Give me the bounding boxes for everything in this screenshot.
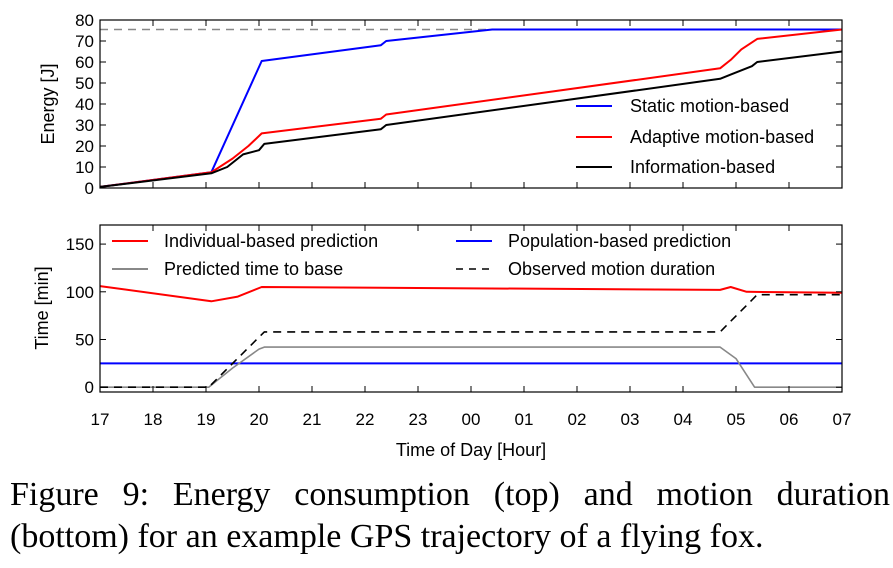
x-tick-label: 07 <box>833 410 852 429</box>
x-tick-label: 17 <box>91 410 110 429</box>
legend-label-individual: Individual-based prediction <box>164 231 378 251</box>
energy-x-ticks <box>99 20 843 188</box>
energy-y-axis-label: Energy [J] <box>38 63 58 144</box>
energy-y-tick-label: 80 <box>75 11 94 30</box>
legend-label-population: Population-based prediction <box>508 231 731 251</box>
x-tick-label: 22 <box>356 410 375 429</box>
legend-label-static: Static motion-based <box>630 96 789 116</box>
motion-series-observed-motion-duration <box>100 293 842 389</box>
motion-duration-chart: 0 50 100 150 17 18 19 20 21 22 23 00 01 02 03 04 05 06 07… <box>32 224 852 460</box>
legend-label-adaptive: Adaptive motion-based <box>630 127 814 147</box>
energy-chart: 0 10 20 30 40 50 60 70 80 Energy [J] Static moti… <box>38 11 843 198</box>
figure-caption: Figure 9: Energy consumption (top) and m… <box>10 474 890 558</box>
caption-line-2: (bottom) for an example GPS trajectory o… <box>10 518 764 555</box>
motion-series-individual-based-prediction <box>99 285 843 303</box>
motion-y-tick-label: 50 <box>75 331 94 350</box>
energy-series-information-based <box>99 50 843 188</box>
motion-y-tick-label: 0 <box>85 378 94 397</box>
x-tick-label: 18 <box>144 410 163 429</box>
motion-x-ticks: 17 18 19 20 21 22 23 00 01 02 03 04 05 06 07 <box>91 225 852 429</box>
x-axis-label: Time of Day [Hour] <box>396 440 546 460</box>
motion-y-axis-label: Time [min] <box>32 266 52 349</box>
motion-legend: Individual-based prediction Population-b… <box>112 231 731 279</box>
x-tick-label: 00 <box>462 410 481 429</box>
x-tick-label: 02 <box>568 410 587 429</box>
legend-label-information: Information-based <box>630 157 775 177</box>
energy-y-tick-label: 60 <box>75 53 94 72</box>
caption-line-1: Figure 9: Energy consumption (top) and m… <box>10 476 890 513</box>
energy-series-group <box>99 28 843 188</box>
x-tick-label: 19 <box>197 410 216 429</box>
legend-label-observed: Observed motion duration <box>508 259 715 279</box>
x-tick-label: 04 <box>674 410 693 429</box>
energy-y-tick-label: 40 <box>75 95 94 114</box>
energy-y-tick-label: 20 <box>75 137 94 156</box>
energy-y-tick-label: 70 <box>75 32 94 51</box>
motion-series-predicted-time-to-base <box>100 346 842 389</box>
motion-series-group <box>99 285 843 389</box>
energy-y-tick-label: 30 <box>75 116 94 135</box>
motion-y-tick-label: 150 <box>66 235 94 254</box>
x-tick-label: 05 <box>727 410 746 429</box>
energy-legend: Static motion-based Adaptive motion-base… <box>576 96 814 177</box>
energy-y-tick-label: 50 <box>75 74 94 93</box>
x-tick-label: 01 <box>515 410 534 429</box>
legend-label-predicted: Predicted time to base <box>164 259 343 279</box>
x-tick-label: 20 <box>250 410 269 429</box>
motion-y-tick-label: 100 <box>66 283 94 302</box>
energy-series-adaptive-motion-based <box>99 28 843 188</box>
energy-y-tick-label: 0 <box>85 179 94 198</box>
x-tick-label: 06 <box>780 410 799 429</box>
energy-y-tick-label: 10 <box>75 158 94 177</box>
energy-y-ticks: 0 10 20 30 40 50 60 70 80 <box>75 11 842 198</box>
motion-y-ticks: 0 50 100 150 <box>66 235 842 397</box>
x-tick-label: 03 <box>621 410 640 429</box>
x-tick-label: 21 <box>303 410 322 429</box>
x-tick-label: 23 <box>409 410 428 429</box>
